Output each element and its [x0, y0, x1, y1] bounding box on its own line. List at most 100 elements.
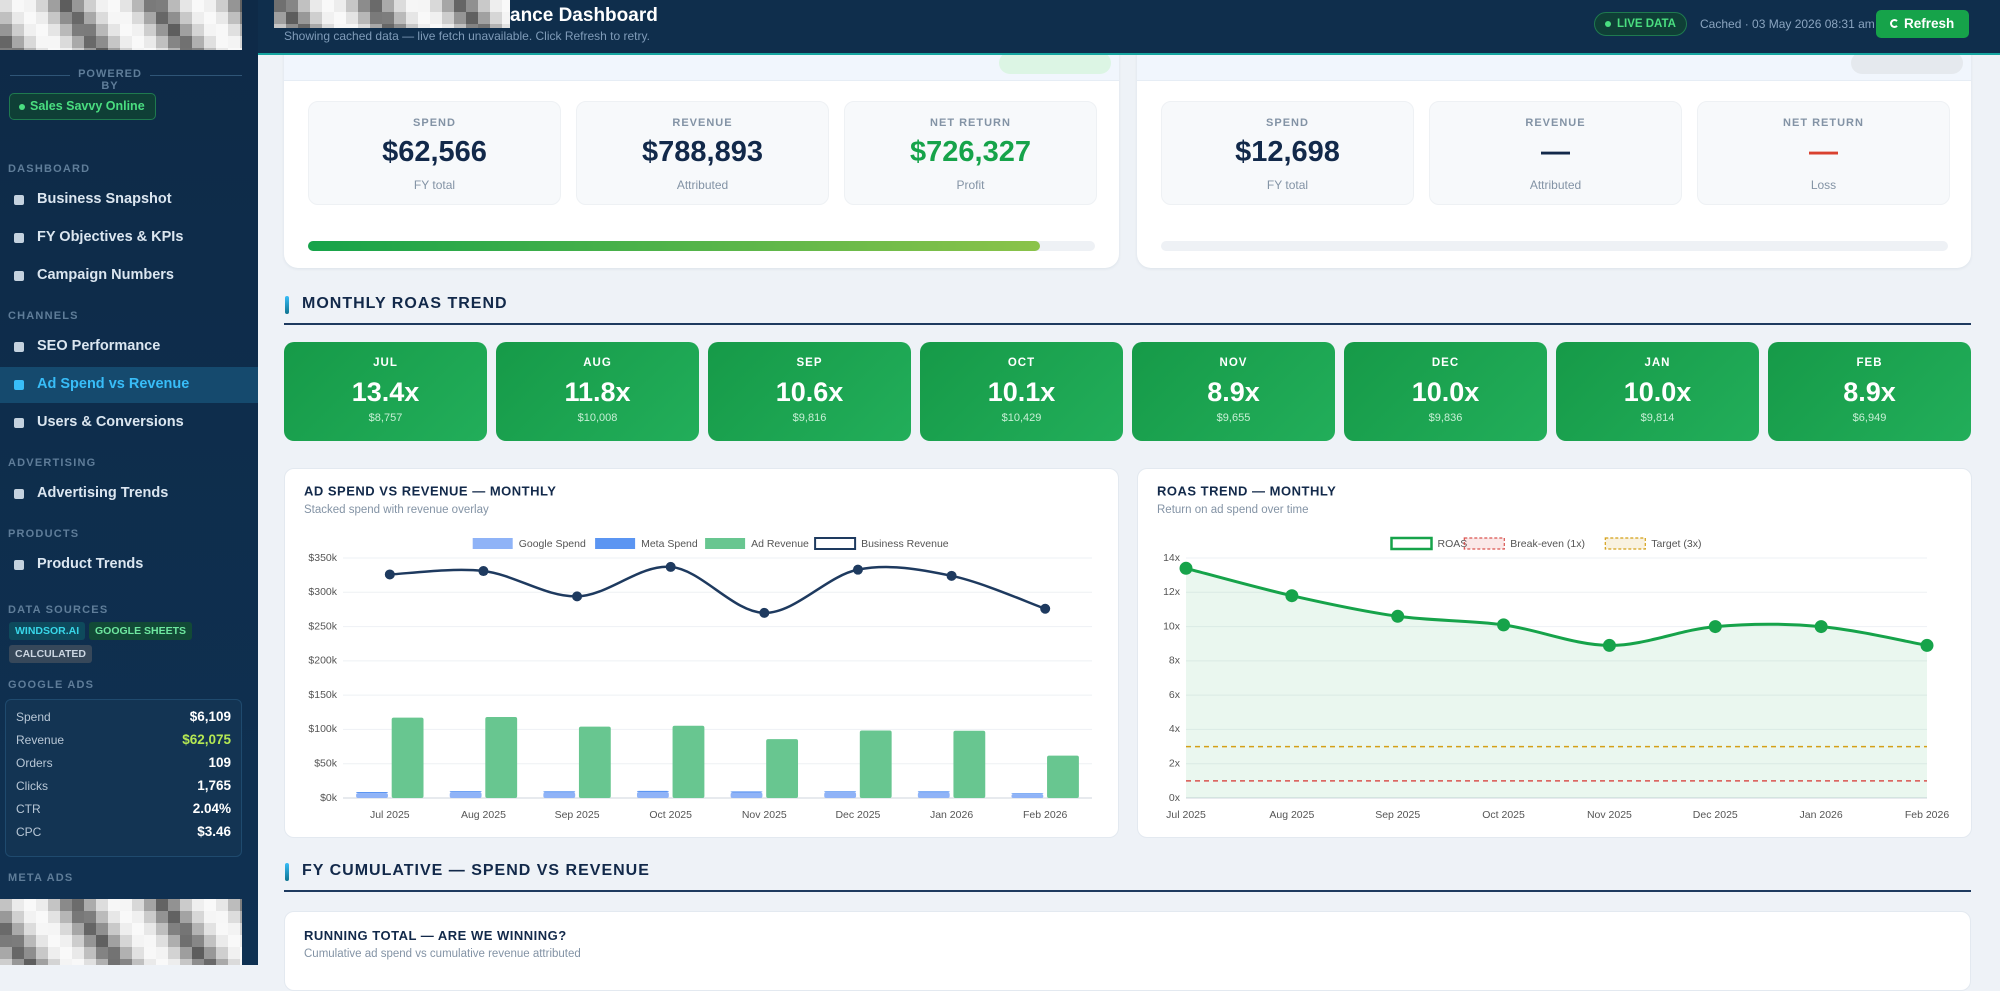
- redacted-pixel: [48, 935, 60, 947]
- redacted-pixel: [180, 12, 192, 24]
- redacted-pixel: [36, 947, 48, 959]
- section-title: MONTHLY ROAS TREND: [302, 295, 508, 312]
- redacted-pixel: [192, 959, 204, 965]
- nav-item[interactable]: Users & Conversions: [0, 405, 258, 441]
- stat-label: SPEND: [1266, 117, 1309, 129]
- redacted-pixel: [36, 36, 48, 48]
- redacted-pixel: [12, 899, 24, 911]
- redacted-pixel: [192, 911, 204, 923]
- redacted-pixel: [132, 947, 144, 959]
- redacted-pixel: [48, 959, 60, 965]
- stat-value: 1,765: [197, 778, 231, 793]
- redacted-pixel: [204, 899, 216, 911]
- redacted-pixel: [192, 947, 204, 959]
- redacted-pixel: [60, 36, 72, 48]
- nav-item[interactable]: Advertising Trends: [0, 476, 258, 512]
- refresh-button[interactable]: Refresh: [1876, 10, 1969, 38]
- stat-box: NET RETURN — Loss: [1697, 101, 1950, 205]
- nav-item[interactable]: Ad Spend vs Revenue: [0, 367, 258, 403]
- redacted-pixel: [192, 0, 204, 12]
- redacted-pixel: [156, 0, 168, 12]
- chart: AD SPEND VS REVENUE — MONTHLY Stacked spe…: [304, 483, 1092, 821]
- badge: Sales Savvy Online: [9, 93, 156, 120]
- bar: [953, 730, 986, 798]
- chart-subtitle: Return on ad spend over time: [1157, 504, 1309, 516]
- redacted-pixel: [180, 935, 192, 947]
- redacted-pixel: [156, 911, 168, 923]
- redacted-pixel: [96, 923, 108, 935]
- redacted-pixel: [228, 0, 240, 12]
- y-tick-label: $150k: [308, 689, 337, 701]
- redacted-pixel: [228, 12, 240, 24]
- nav-item[interactable]: Business Snapshot: [0, 182, 258, 218]
- redacted-pixel: [192, 923, 204, 935]
- tile-spend: $9,836: [1428, 412, 1463, 424]
- redacted-pixel: [84, 947, 96, 959]
- redacted-pixel: [168, 923, 180, 935]
- redacted-pixel: [382, 12, 394, 24]
- redacted-pixel: [36, 48, 48, 50]
- redacted-pixel: [72, 36, 84, 48]
- redacted-pixel: [240, 36, 242, 48]
- stat-label: NET RETURN: [1783, 117, 1864, 129]
- nav-item[interactable]: Product Trends: [0, 547, 258, 583]
- chart: ROAS TREND — MONTHLY Return on ad spend o…: [1157, 483, 1949, 821]
- redacted-pixel: [36, 959, 48, 965]
- tile-spend: $9,814: [1640, 412, 1675, 424]
- redacted-pixel: [12, 24, 24, 36]
- tile-spend: $8,757: [368, 412, 403, 424]
- card-pill: [1851, 52, 1963, 74]
- redacted-pixel: [48, 24, 60, 36]
- point: [1602, 638, 1616, 652]
- section-rule: [284, 323, 1971, 325]
- legend-swatch: [595, 538, 636, 549]
- redacted-pixel: [132, 899, 144, 911]
- redacted-pixel: [72, 911, 84, 923]
- nav-item[interactable]: FY Objectives & KPIs: [0, 220, 258, 256]
- redacted-pixel: [84, 959, 96, 965]
- point: [665, 561, 676, 572]
- redacted-pixel: [72, 48, 84, 50]
- point: [759, 607, 770, 618]
- redacted-pixel: [322, 0, 334, 12]
- redacted-pixel: [24, 911, 36, 923]
- redacted-pixel: [358, 0, 370, 12]
- redacted-pixel: [0, 947, 12, 959]
- redacted-pixel: [120, 24, 132, 36]
- redacted-pixel: [156, 935, 168, 947]
- redacted-pixel: [168, 959, 180, 965]
- nav-item[interactable]: Campaign Numbers: [0, 258, 258, 294]
- redacted-pixel: [48, 923, 60, 935]
- chart-card: RUNNING TOTAL — ARE WE WINNING? Cumulativ…: [284, 911, 1971, 991]
- stat-box: NET RETURN $726,327 Profit: [844, 101, 1097, 205]
- redacted-pixel: [490, 12, 502, 24]
- legend-label: Business Revenue: [861, 538, 949, 550]
- redacted-pixel: [84, 36, 96, 48]
- redacted-pixel: [144, 48, 156, 50]
- redacted-pixel: [96, 899, 108, 911]
- tile-roas: 8.9x: [1843, 377, 1896, 407]
- redacted-pixel: [120, 12, 132, 24]
- stat-value: $12,698: [1235, 136, 1340, 168]
- nav-label: Users & Conversions: [37, 414, 184, 430]
- redacted-pixel: [502, 24, 510, 28]
- chart-subtitle: Stacked spend with revenue overlay: [304, 504, 489, 516]
- card-pill: [999, 52, 1111, 74]
- nav-item[interactable]: SEO Performance: [0, 329, 258, 365]
- redacted-pixel: [394, 0, 406, 12]
- roas-tile: DEC 10.0x $9,836: [1344, 342, 1547, 441]
- redacted-pixel: [0, 0, 12, 12]
- redacted-pixel: [358, 12, 370, 24]
- redacted-pixel: [180, 36, 192, 48]
- redacted-pixel: [274, 0, 286, 12]
- redacted-pixel: [60, 923, 72, 935]
- redacted-pixel: [60, 959, 72, 965]
- redacted-pixel: [84, 48, 96, 50]
- sidebar: POWERED BY Sales Savvy Online DASHBOARD Bus…: [0, 0, 258, 965]
- redacted-pixel: [334, 12, 346, 24]
- redacted-pixel: [478, 12, 490, 24]
- redacted-pixel: [144, 899, 156, 911]
- x-tick-label: Oct 2025: [1482, 809, 1525, 821]
- redacted-pixel: [298, 0, 310, 12]
- bar: [636, 791, 669, 798]
